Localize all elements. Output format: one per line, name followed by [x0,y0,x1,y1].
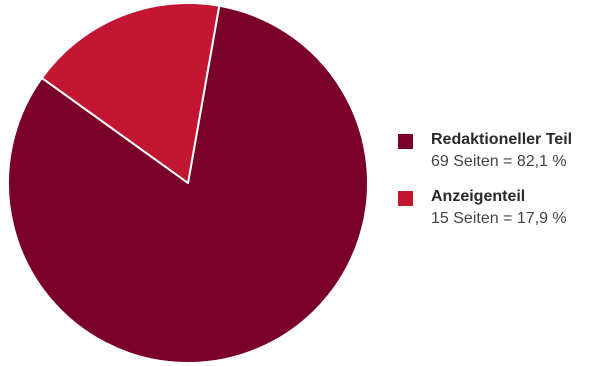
pie-slice-anzeigenteil [40,2,221,184]
chart-legend: Redaktioneller Teil 69 Seiten = 82,1 % A… [398,129,572,243]
legend-item-redaktioneller-teil: Redaktioneller Teil 69 Seiten = 82,1 % [398,129,572,172]
pie-slice-redaktioneller-teil [7,4,369,364]
legend-item-anzeigenteil: Anzeigenteil 15 Seiten = 17,9 % [398,186,572,229]
legend-label-redaktioneller-teil: Redaktioneller Teil [431,131,573,148]
legend-value-anzeigenteil: 15 Seiten = 17,9 % [431,210,567,227]
legend-swatch-anzeigenteil [398,191,413,206]
pie-chart [7,2,369,364]
legend-value-redaktioneller-teil: 69 Seiten = 82,1 % [431,153,567,170]
legend-label-anzeigenteil: Anzeigenteil [431,188,526,205]
legend-swatch-redaktioneller-teil [398,134,413,149]
